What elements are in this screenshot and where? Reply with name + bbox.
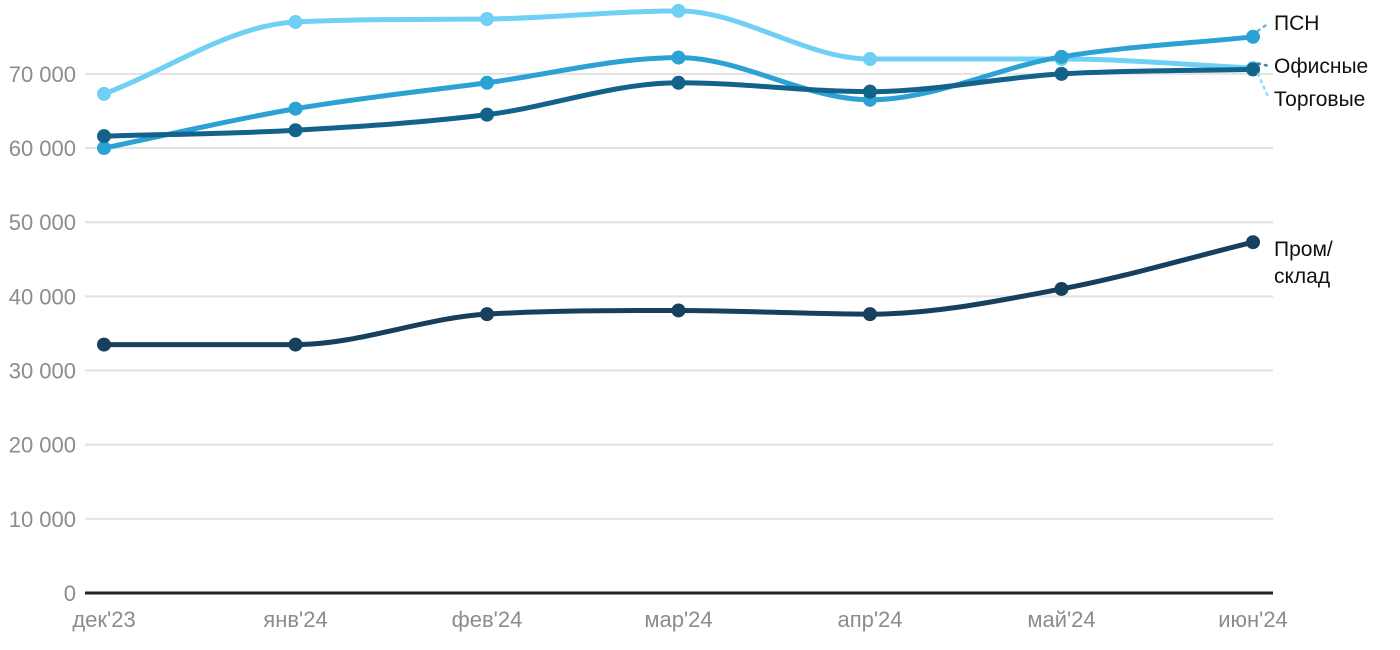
data-point-псн (480, 75, 494, 90)
series-label-пром-склад: склад (1274, 265, 1330, 288)
data-point-псн (1246, 29, 1260, 44)
series-label-псн: ПСН (1274, 12, 1319, 35)
series-label-пром-склад: Пром/ (1274, 238, 1333, 261)
data-point-пром-склад (863, 307, 877, 322)
data-point-офисные (1054, 66, 1069, 81)
data-point-офисные (97, 129, 111, 144)
data-point-торговые (863, 52, 877, 67)
data-point-псн (288, 101, 303, 116)
series-label-торговые: Торговые (1274, 88, 1365, 111)
y-axis-tick-label: 70 000 (9, 62, 76, 87)
y-axis-tick-label: 0 (64, 581, 76, 606)
data-point-торговые (480, 12, 494, 27)
series-line-пром-склад (101, 239, 1256, 348)
data-point-торговые (97, 86, 111, 101)
x-axis-tick-label: мар'24 (644, 607, 712, 632)
data-point-офисные (863, 84, 877, 99)
label-connector-офисные (1256, 62, 1271, 68)
label-connector-псн (1256, 21, 1271, 33)
data-point-офисные (671, 75, 686, 90)
y-axis-tick-label: 30 000 (9, 359, 76, 384)
data-point-торговые (288, 14, 303, 29)
x-axis-tick-label: фев'24 (452, 607, 523, 632)
data-point-офисные (480, 107, 494, 122)
x-axis-tick-label: дек'23 (72, 607, 135, 632)
x-axis-tick-label: апр'24 (837, 607, 902, 632)
data-point-пром-склад (1246, 235, 1260, 250)
x-axis-tick-label: июн'24 (1218, 607, 1288, 632)
label-connector-торговые (1256, 72, 1271, 101)
data-point-пром-склад (671, 303, 686, 318)
data-point-пром-склад (288, 337, 303, 352)
data-point-торговые (671, 3, 686, 18)
y-axis-tick-label: 50 000 (9, 210, 76, 235)
data-point-псн (97, 141, 111, 156)
series-label-офисные: Офисные (1274, 55, 1368, 78)
data-point-офисные (1246, 62, 1260, 77)
data-point-пром-склад (480, 307, 494, 322)
data-point-пром-склад (1054, 281, 1069, 296)
y-axis-tick-label: 60 000 (9, 136, 76, 161)
y-axis-tick-label: 10 000 (9, 507, 76, 532)
x-axis-tick-label: янв'24 (263, 607, 327, 632)
data-point-псн (671, 50, 686, 65)
data-point-офисные (288, 123, 303, 138)
y-axis-tick-label: 20 000 (9, 433, 76, 458)
data-point-псн (1054, 49, 1069, 64)
y-axis-tick-label: 40 000 (9, 284, 76, 309)
data-point-пром-склад (97, 337, 111, 352)
x-axis-tick-label: май'24 (1027, 607, 1095, 632)
